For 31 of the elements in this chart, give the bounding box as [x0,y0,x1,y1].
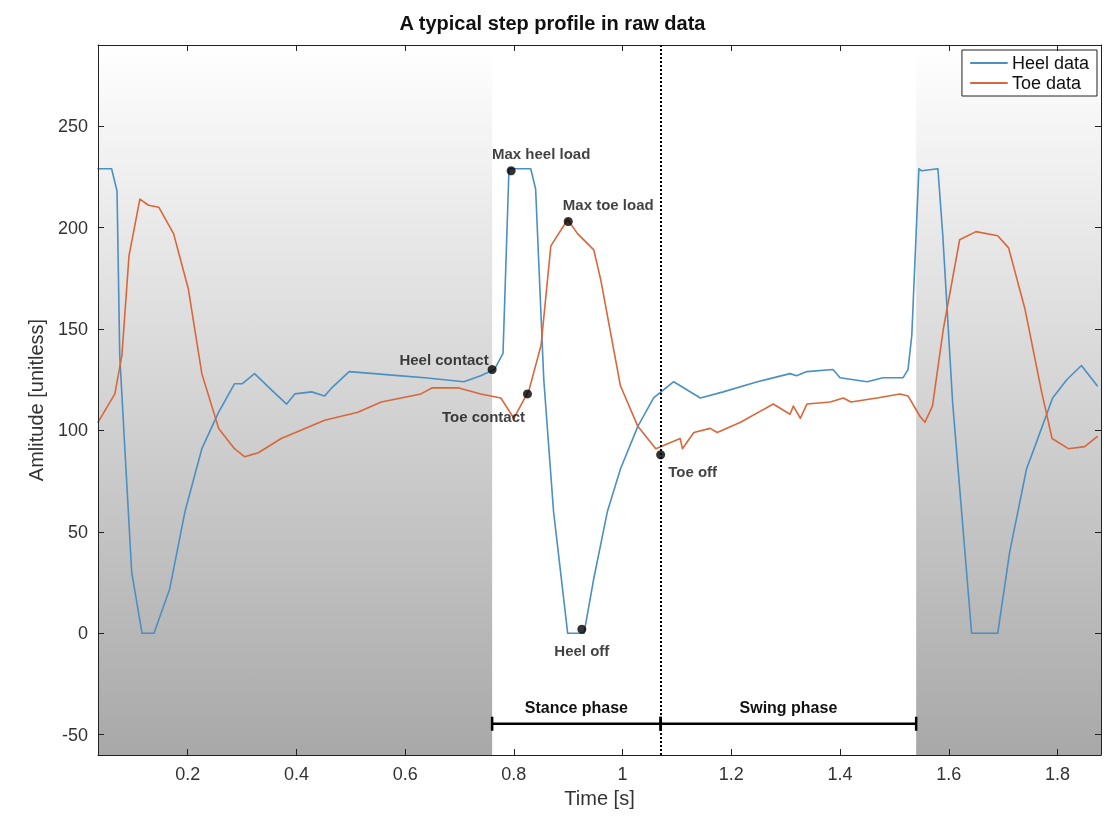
annotation: Stance phase [524,699,629,717]
y-axis-title: Amlitude [unitless] [25,318,47,482]
y-tick-label: -50 [61,724,88,745]
line-series [97,198,1098,458]
x-tick-label: 1.2 [718,764,744,784]
annotation: Swing phase [739,699,838,717]
x-tick-label: 0.6 [392,764,418,784]
legend-label: Heel data [1011,53,1090,73]
annotation: Heel contact [399,351,489,369]
y-tick-label: 200 [57,217,88,238]
y-tick-label: 100 [57,420,88,441]
y-tick-label: 0 [77,623,88,644]
x-tick-label: 1.6 [936,764,962,784]
annotation: Max heel load [491,145,591,163]
x-tick-label: 1.4 [827,764,853,784]
annotation: Heel off [554,641,611,659]
x-tick-label: 0.2 [175,764,201,784]
x-axis-title: Time [s] [564,786,635,809]
y-tick-label: 250 [57,116,88,137]
y-tick-label: 150 [57,319,88,339]
annotation: Toe contact [441,408,526,426]
chart-title: A typical step profile in raw data [399,12,707,34]
line-series [97,166,1098,635]
y-tick-label: 50 [67,521,88,542]
x-tick-label: 1.8 [1044,764,1071,784]
x-tick-label: 0.8 [501,764,527,784]
legend-label: Toe data [1011,73,1082,93]
annotation: Toe off [668,463,719,481]
x-tick-label: 0.4 [283,764,309,784]
annotation: Max toe load [562,195,654,213]
x-tick-label: 1 [617,764,628,784]
